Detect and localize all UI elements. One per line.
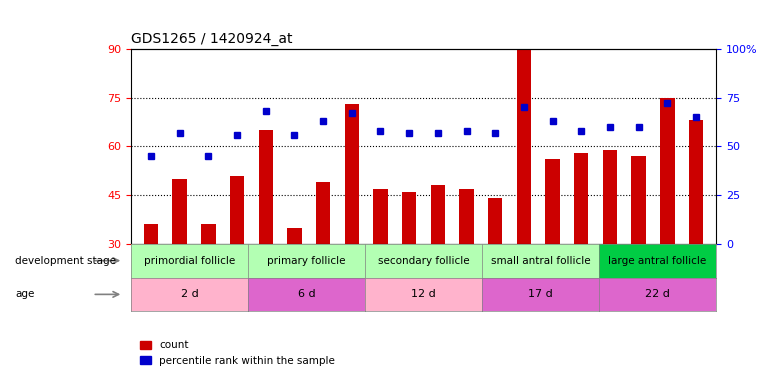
Bar [230, 176, 244, 244]
Bar [287, 228, 302, 244]
Bar [603, 150, 617, 244]
Text: development stage: development stage [15, 256, 116, 266]
Bar [545, 159, 560, 244]
Text: 6 d: 6 d [298, 290, 315, 299]
Text: 2 d: 2 d [180, 290, 199, 299]
Text: 17 d: 17 d [528, 290, 553, 299]
Text: 22 d: 22 d [645, 290, 670, 299]
Bar [201, 224, 216, 244]
Bar [430, 185, 445, 244]
Bar [144, 224, 158, 244]
Bar [574, 153, 588, 244]
Bar [631, 156, 646, 244]
Text: small antral follicle: small antral follicle [490, 256, 591, 266]
Text: secondary follicle: secondary follicle [378, 256, 469, 266]
Bar [460, 189, 474, 244]
Bar [488, 198, 502, 244]
Text: primordial follicle: primordial follicle [144, 256, 235, 266]
Bar [316, 182, 330, 244]
Text: primary follicle: primary follicle [267, 256, 346, 266]
Bar [517, 49, 531, 244]
Bar [345, 104, 359, 244]
Bar [172, 179, 187, 244]
Bar [373, 189, 387, 244]
Text: GDS1265 / 1420924_at: GDS1265 / 1420924_at [131, 32, 293, 46]
Text: large antral follicle: large antral follicle [608, 256, 707, 266]
Bar [259, 130, 273, 244]
Bar [689, 120, 703, 244]
Legend: count, percentile rank within the sample: count, percentile rank within the sample [136, 336, 339, 370]
Bar [660, 98, 675, 244]
Text: 12 d: 12 d [411, 290, 436, 299]
Text: age: age [15, 290, 35, 299]
Bar [402, 192, 417, 244]
